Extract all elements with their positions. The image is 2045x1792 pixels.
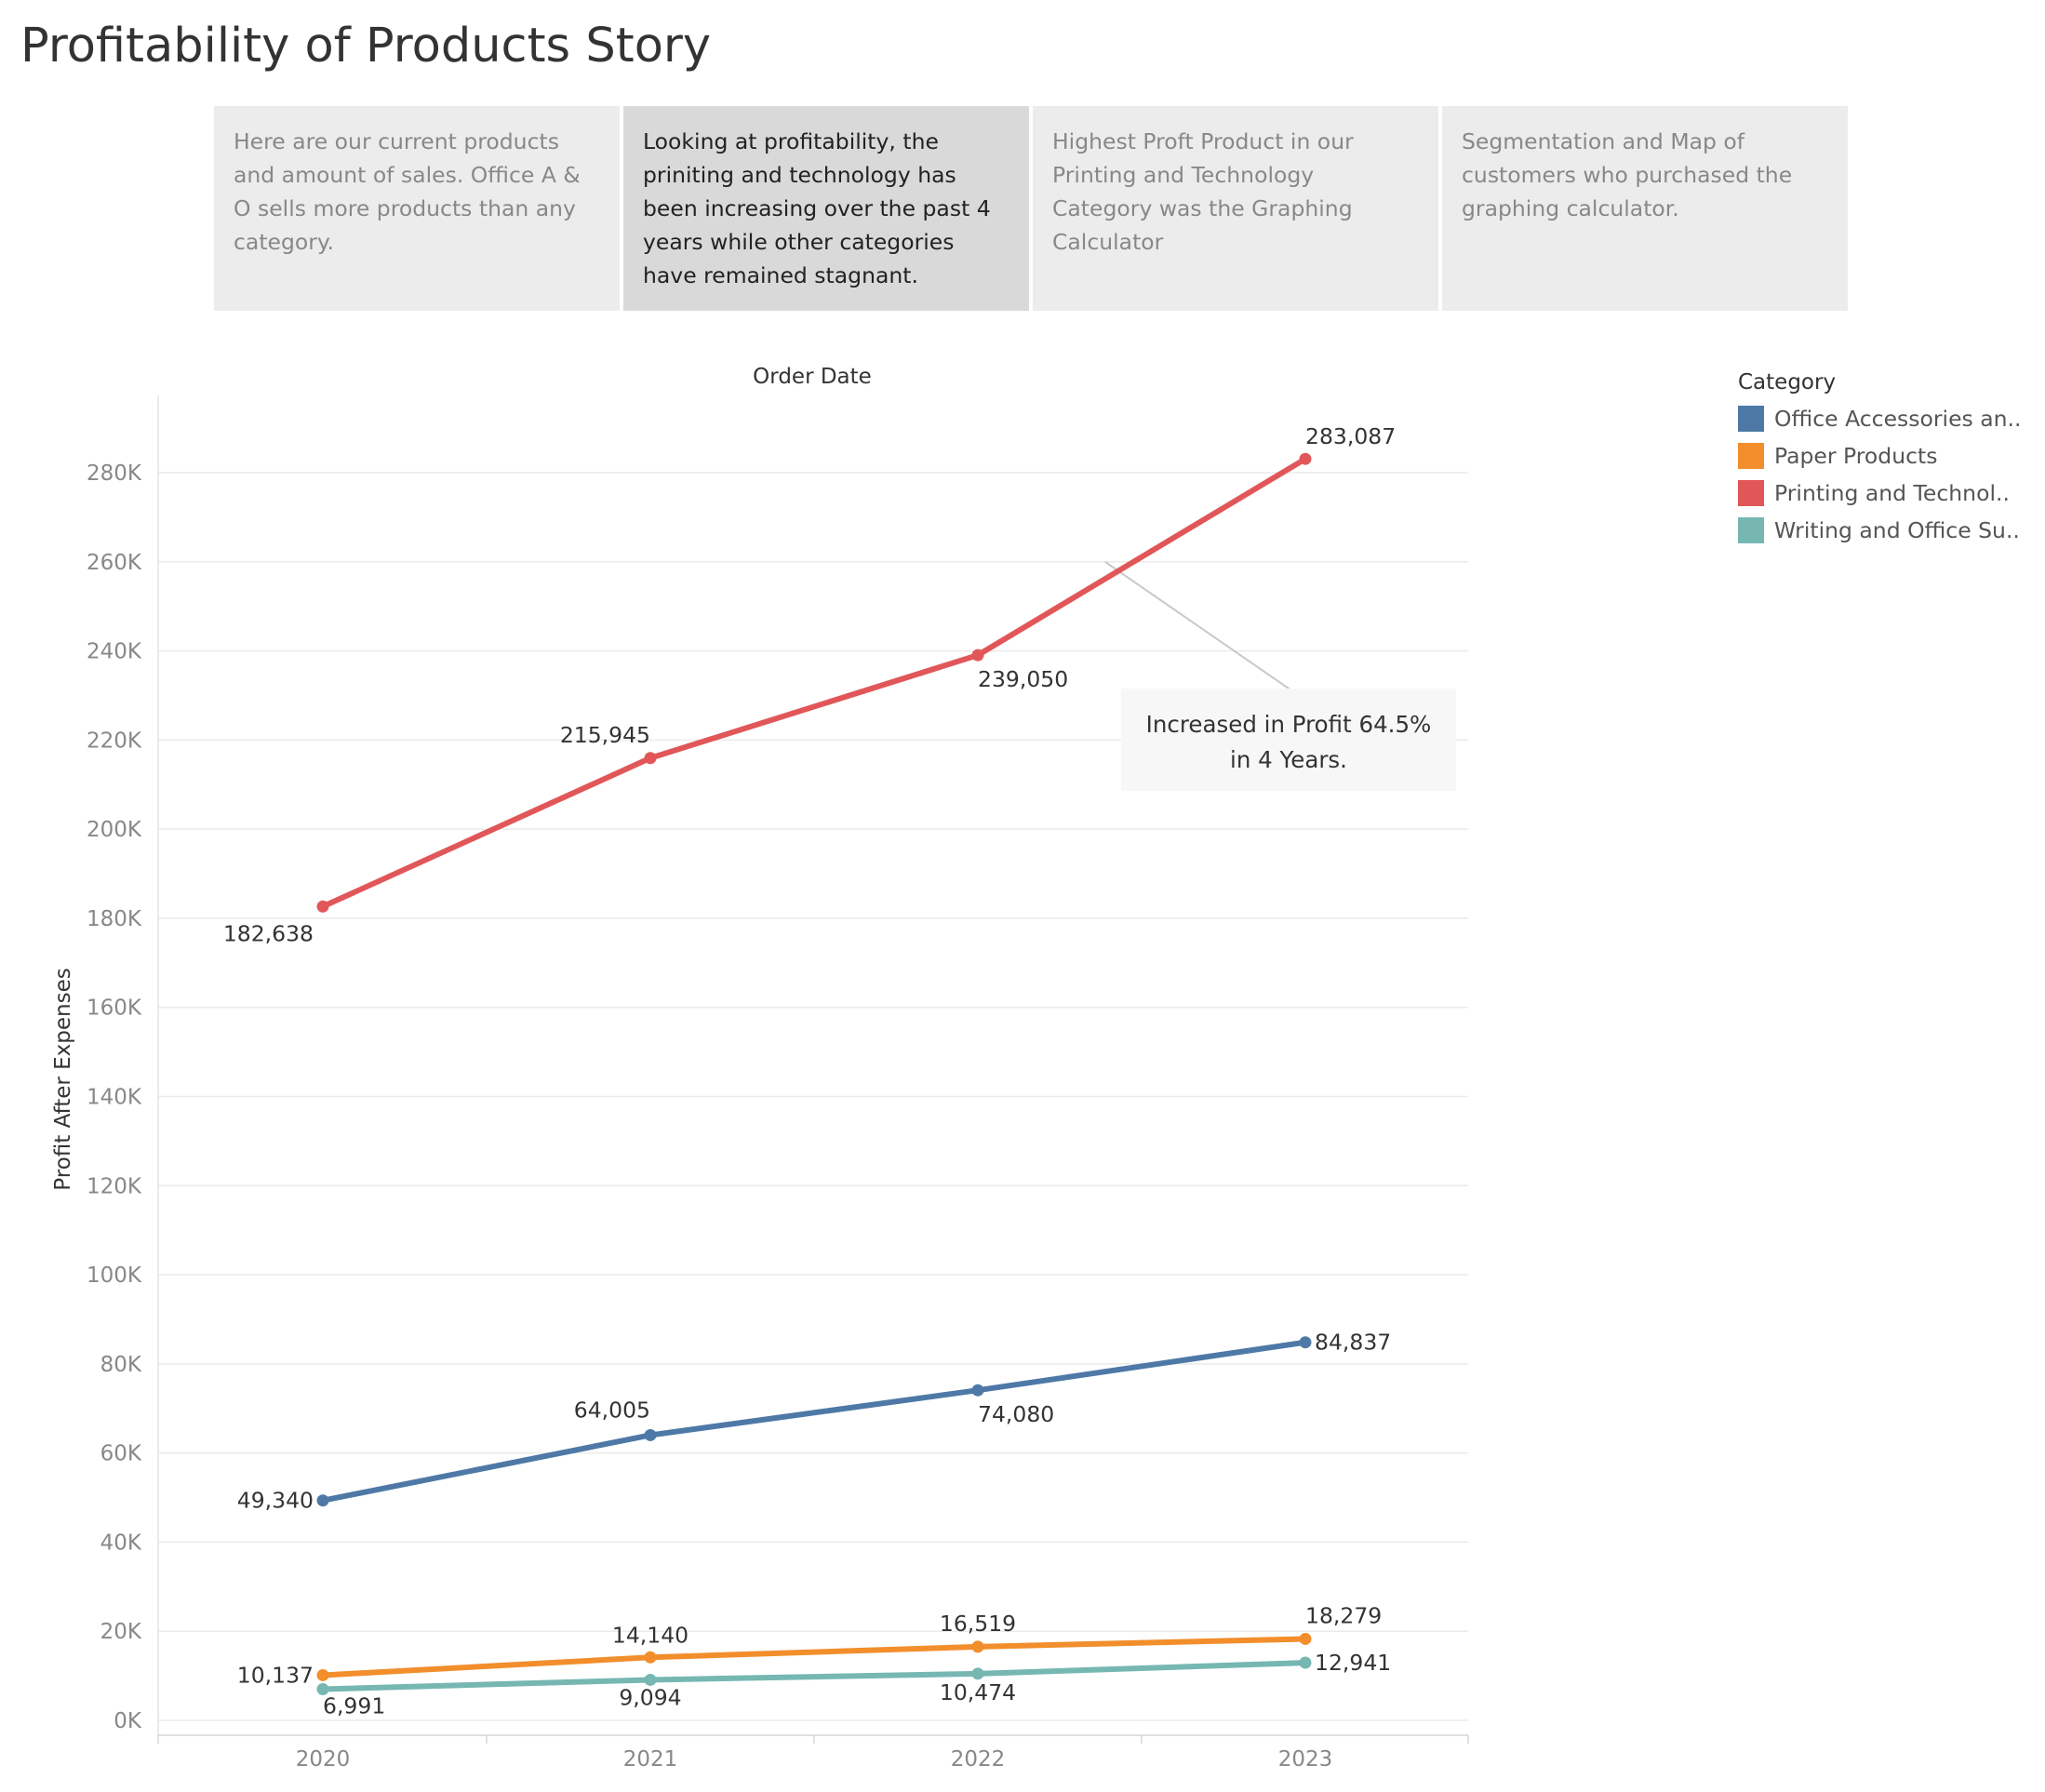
legend-label: Printing and Technol..	[1774, 480, 2010, 506]
story-point-4[interactable]: Segmentation and Map of customers who pu…	[1442, 106, 1848, 311]
y-tick-label: 140K	[87, 1086, 142, 1110]
y-tick-label: 100K	[87, 1264, 142, 1288]
story-point-text: Looking at profitability, the priniting …	[643, 128, 991, 288]
data-point	[971, 1384, 984, 1397]
data-point	[1299, 452, 1312, 465]
data-label: 18,279	[1305, 1602, 1382, 1628]
data-point	[316, 1494, 329, 1507]
legend-item[interactable]: Printing and Technol..	[1738, 475, 2022, 512]
data-point	[316, 1668, 329, 1681]
y-tick-label: 160K	[87, 996, 142, 1021]
y-tick-label: 200K	[87, 818, 142, 842]
legend-label: Paper Products	[1774, 443, 1938, 469]
legend-item[interactable]: Writing and Office Su..	[1738, 512, 2022, 549]
data-label: 215,945	[560, 722, 650, 748]
y-tick-label: 20K	[100, 1620, 142, 1644]
legend-swatch	[1738, 406, 1764, 432]
data-point	[644, 1428, 657, 1441]
y-axis-title: Profit After Expenses	[51, 968, 75, 1190]
data-label: 12,941	[1315, 1650, 1391, 1676]
y-tick-label: 260K	[87, 551, 142, 575]
story-point-text: Segmentation and Map of customers who pu…	[1462, 128, 1793, 221]
data-point	[644, 1651, 657, 1664]
data-point	[316, 900, 329, 913]
x-tick-label: 2022	[951, 1747, 1006, 1772]
series-line	[320, 1339, 1308, 1504]
annotation-leader	[1104, 561, 1292, 691]
data-label: 14,140	[612, 1622, 688, 1648]
legend-item[interactable]: Paper Products	[1738, 437, 2022, 475]
story-point-1[interactable]: Here are our current products and amount…	[214, 106, 620, 311]
data-label: 49,340	[237, 1488, 314, 1514]
page-title: Profitability of Products Story	[20, 19, 712, 74]
y-tick-label: 180K	[87, 907, 142, 931]
x-tick-label: 2023	[1278, 1747, 1333, 1772]
data-point	[644, 752, 657, 765]
annotation-text: in 4 Years.	[1230, 746, 1347, 773]
data-label: 6,991	[323, 1693, 385, 1719]
data-label: 16,519	[940, 1611, 1016, 1637]
data-point	[971, 1667, 984, 1680]
data-label: 10,137	[237, 1662, 314, 1688]
legend-swatch	[1738, 480, 1764, 506]
data-label: 64,005	[574, 1397, 650, 1423]
data-label: 283,087	[1305, 423, 1396, 449]
y-tick-label: 60K	[100, 1442, 142, 1466]
data-point	[1299, 1632, 1312, 1645]
x-tick-label: 2020	[296, 1747, 351, 1772]
y-tick-label: 220K	[87, 729, 142, 753]
legend-label: Office Accessories an..	[1774, 406, 2022, 432]
data-label: 10,474	[940, 1679, 1016, 1705]
data-point	[644, 1673, 657, 1686]
data-point	[1299, 1336, 1312, 1349]
legend-swatch	[1738, 517, 1764, 543]
series-line	[320, 456, 1308, 910]
y-tick-label: 80K	[100, 1353, 142, 1377]
annotation-box	[1121, 689, 1456, 791]
story-point-text: Highest Proft Product in our Printing an…	[1052, 128, 1354, 255]
legend: Category Office Accessories an.. Paper P…	[1738, 370, 2022, 549]
data-point	[971, 649, 984, 662]
legend-label: Writing and Office Su..	[1774, 517, 2020, 543]
y-tick-label: 280K	[87, 461, 142, 486]
y-tick-label: 0K	[114, 1709, 142, 1733]
data-label: 74,080	[978, 1401, 1054, 1427]
series-line	[320, 1636, 1308, 1678]
data-point	[971, 1640, 984, 1653]
legend-item[interactable]: Office Accessories an..	[1738, 400, 2022, 437]
y-tick-label: 120K	[87, 1174, 142, 1198]
x-axis-title: Order Date	[753, 365, 872, 389]
story-navigator: Here are our current products and amount…	[214, 106, 1851, 311]
data-label: 239,050	[978, 666, 1068, 692]
data-point	[316, 1683, 329, 1696]
story-point-3[interactable]: Highest Proft Product in our Printing an…	[1033, 106, 1438, 311]
data-label: 84,837	[1315, 1330, 1391, 1356]
y-tick-label: 40K	[100, 1531, 142, 1555]
data-label: 182,638	[223, 920, 314, 946]
story-point-2[interactable]: Looking at profitability, the priniting …	[623, 106, 1029, 311]
x-tick-label: 2021	[623, 1747, 678, 1772]
story-point-text: Here are our current products and amount…	[234, 128, 581, 255]
legend-title: Category	[1738, 370, 1837, 395]
annotation-text: Increased in Profit 64.5%	[1146, 711, 1432, 738]
legend-swatch	[1738, 443, 1764, 469]
data-point	[1299, 1656, 1312, 1669]
y-tick-label: 240K	[87, 640, 142, 664]
data-label: 9,094	[619, 1684, 681, 1710]
series-line	[320, 1660, 1308, 1692]
